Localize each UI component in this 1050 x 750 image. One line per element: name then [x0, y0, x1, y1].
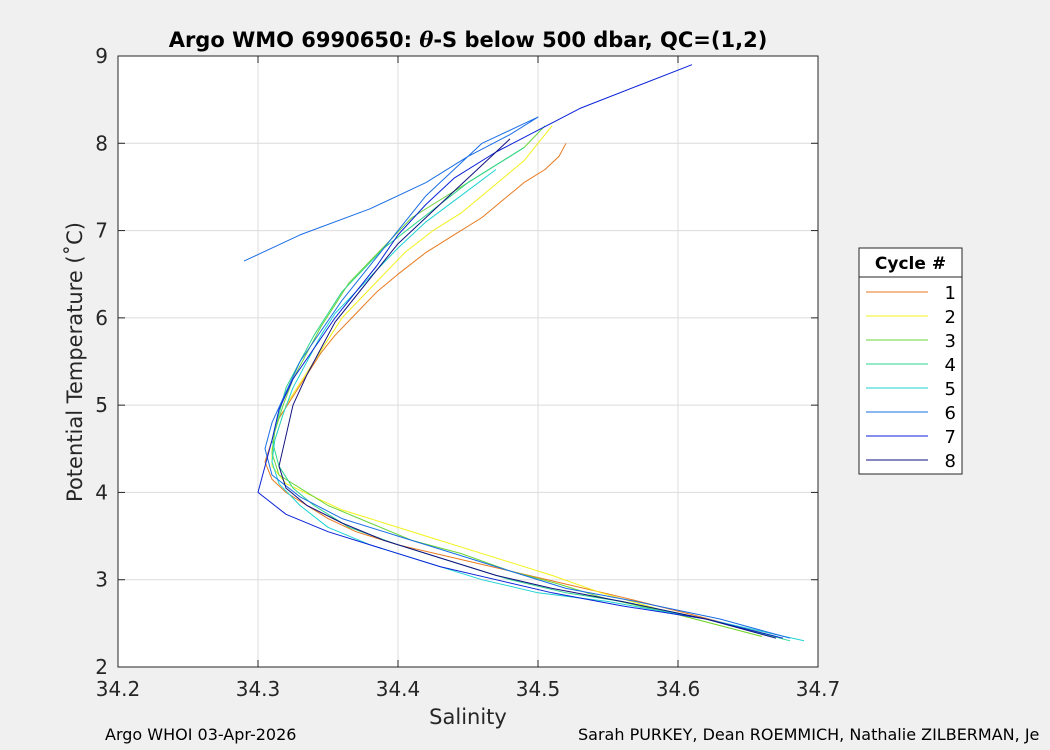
- legend-label-cycle-5: 5: [945, 379, 956, 400]
- series-line-cycle-4: [271, 147, 791, 642]
- y-tick-label: 9: [95, 44, 108, 68]
- title-suffix: -S below 500 dbar, QC=(1,2): [433, 28, 767, 52]
- legend-label-cycle-8: 8: [945, 451, 956, 472]
- series-line-cycle-8: [278, 138, 777, 639]
- x-tick-label: 34.3: [236, 677, 281, 701]
- y-tick-label: 2: [95, 655, 108, 679]
- legend-items: 1 2 3 4 5 6 7 8: [866, 283, 956, 472]
- x-tick-label: 34.2: [96, 677, 141, 701]
- x-axis-label: Salinity: [429, 705, 507, 729]
- y-tick-label: 5: [95, 393, 108, 417]
- legend-label-cycle-3: 3: [945, 331, 956, 352]
- legend-label-cycle-7: 7: [945, 427, 956, 448]
- series-line-cycle-5: [271, 169, 805, 642]
- x-tick-label: 34.7: [796, 677, 841, 701]
- footer-right-text: Sarah PURKEY, Dean ROEMMICH, Nathalie ZI…: [578, 725, 1040, 744]
- legend-label-cycle-1: 1: [945, 283, 956, 304]
- series-lines: [243, 64, 805, 642]
- legend-label-cycle-4: 4: [945, 355, 956, 376]
- legend: Cycle # 1 2 3 4 5 6 7 8: [858, 247, 963, 475]
- x-tick-label: 34.6: [656, 677, 701, 701]
- title-theta: θ: [419, 27, 433, 52]
- x-tick-label: 34.4: [376, 677, 421, 701]
- legend-label-cycle-2: 2: [945, 307, 956, 328]
- series-line-cycle-7: [257, 64, 784, 639]
- footer-left-text: Argo WHOI 03-Apr-2026: [105, 725, 297, 744]
- title-prefix: Argo WMO 6990650:: [169, 28, 420, 52]
- plot-frame: [117, 55, 819, 668]
- y-axis-label: Potential Temperature (˚C): [63, 222, 87, 502]
- legend-title: Cycle #: [875, 254, 946, 274]
- y-tick-label: 6: [95, 306, 108, 330]
- y-tick-label: 4: [95, 480, 108, 504]
- plot-area: [118, 56, 818, 667]
- y-tick-label: 8: [95, 131, 108, 155]
- axis-ticks: 34.2 34.3 34.4 34.5 34.6 34.7 2 3 4 5 6 7 8 9: [95, 44, 840, 701]
- chart-title: Argo WMO 6990650: θ-S below 500 dbar, QC…: [169, 27, 768, 52]
- y-tick-label: 7: [95, 219, 108, 243]
- series-line-cycle-6: [243, 116, 791, 639]
- legend-label-cycle-6: 6: [945, 403, 956, 424]
- x-tick-label: 34.5: [516, 677, 561, 701]
- y-tick-label: 3: [95, 568, 108, 592]
- series-line-cycle-3: [271, 125, 763, 637]
